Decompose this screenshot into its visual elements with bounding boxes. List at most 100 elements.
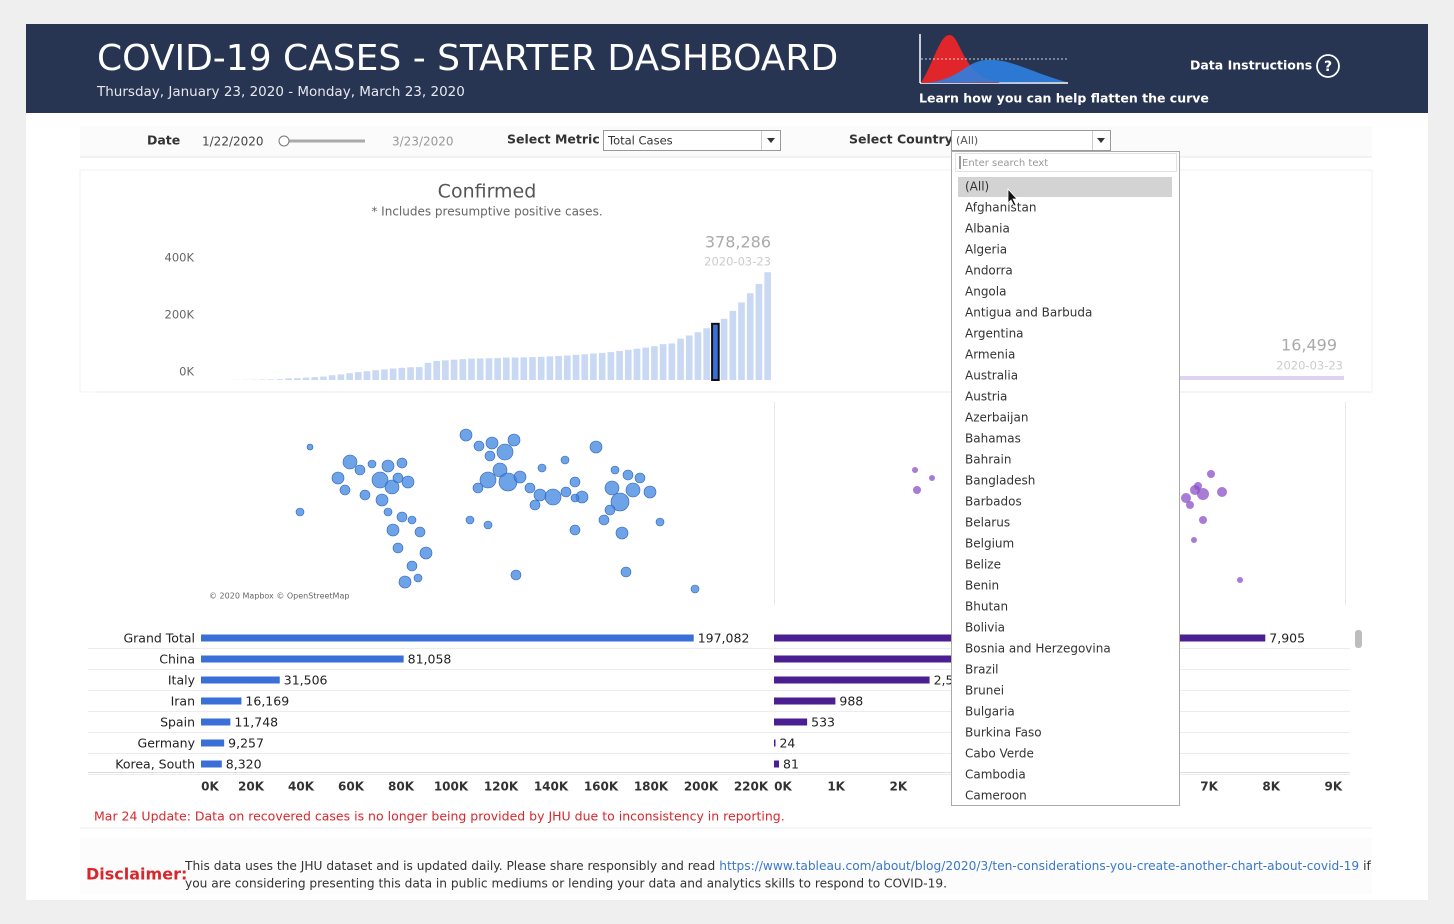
- bar: [381, 369, 388, 380]
- country-option[interactable]: (All): [965, 180, 989, 194]
- value-label: 8,320: [226, 757, 262, 772]
- country-option[interactable]: Afghanistan: [965, 201, 1036, 215]
- chart-title: Confirmed: [438, 181, 537, 203]
- country-option[interactable]: Bahrain: [965, 453, 1011, 467]
- bar: [201, 655, 404, 663]
- map-bubble: [479, 471, 497, 489]
- map-bubble: [371, 471, 389, 489]
- country-option[interactable]: Barbados: [965, 495, 1022, 509]
- disclaimer-link[interactable]: https://www.tableau.com/about/blog/2020/…: [719, 859, 1359, 873]
- map-bubble: [407, 515, 417, 525]
- country-option[interactable]: Bangladesh: [965, 474, 1035, 488]
- country-option[interactable]: Angola: [965, 285, 1006, 299]
- map-bubble: [1207, 470, 1215, 478]
- chart-subtitle: * Includes presumptive positive cases.: [371, 205, 602, 219]
- country-option[interactable]: Argentina: [965, 327, 1024, 341]
- category-label: Italy: [168, 673, 196, 688]
- map-bubble: [383, 507, 393, 517]
- country-option[interactable]: Azerbaijan: [965, 411, 1028, 425]
- category-label: Grand Total: [123, 631, 195, 646]
- map-bubble: [414, 526, 426, 538]
- country-option[interactable]: Austria: [965, 390, 1007, 404]
- country-option[interactable]: Bosnia and Herzegovina: [965, 642, 1111, 656]
- slider-handle[interactable]: [278, 135, 290, 147]
- country-option[interactable]: Burkina Faso: [965, 726, 1042, 740]
- metric-select[interactable]: [603, 130, 781, 151]
- country-option[interactable]: Armenia: [965, 348, 1015, 362]
- select-arrow[interactable]: [1097, 138, 1105, 143]
- country-option[interactable]: Algeria: [965, 243, 1007, 257]
- country-option[interactable]: Bahamas: [965, 432, 1021, 446]
- y-tick-label: 0K: [179, 365, 194, 379]
- bar: [555, 356, 562, 380]
- country-option[interactable]: Australia: [965, 369, 1018, 383]
- map-bubble: [560, 486, 572, 498]
- map-bubble: [496, 443, 514, 461]
- country-option[interactable]: Belarus: [965, 516, 1010, 530]
- logo-caption[interactable]: Learn how you can help flatten the curve: [919, 91, 1209, 106]
- map-bubble: [544, 488, 562, 506]
- help-icon[interactable]: [1316, 54, 1340, 78]
- value-label: 197,082: [698, 631, 750, 646]
- bar: [201, 634, 694, 642]
- country-option[interactable]: Andorra: [965, 264, 1013, 278]
- country-option[interactable]: Cambodia: [965, 768, 1026, 782]
- search-box[interactable]: [955, 153, 1177, 172]
- country-option[interactable]: Cameroon: [965, 789, 1027, 803]
- map-bubble: [1194, 482, 1202, 490]
- select-arrow[interactable]: [767, 138, 775, 143]
- map-bubble: [929, 475, 935, 481]
- country-option[interactable]: Benin: [965, 579, 999, 593]
- country-option[interactable]: Belgium: [965, 537, 1014, 551]
- map-bubble: [604, 480, 620, 496]
- map-left: [97, 400, 773, 606]
- map-bubble: [625, 482, 641, 498]
- category-label: Korea, South: [115, 757, 195, 772]
- country-value[interactable]: (All): [956, 134, 978, 147]
- bar: [537, 356, 545, 380]
- country-label: Select Country: [849, 132, 953, 147]
- bar: [774, 697, 836, 705]
- y-tick-label: 200K: [165, 308, 195, 322]
- bar: [503, 357, 510, 380]
- bar: [590, 353, 597, 380]
- map-bubble: [1181, 493, 1191, 503]
- map-bubble: [510, 569, 522, 581]
- country-option[interactable]: Bulgaria: [965, 705, 1015, 719]
- map-bubble: [375, 493, 389, 507]
- bar: [511, 357, 519, 380]
- dropdown-list: [951, 151, 1180, 806]
- value-label: 16,169: [245, 694, 289, 709]
- search-placeholder[interactable]: Enter search text: [962, 158, 1048, 169]
- bar: [720, 318, 728, 380]
- country-option[interactable]: Bhutan: [965, 600, 1008, 614]
- map-bubble: [1197, 488, 1209, 500]
- country-option[interactable]: Cabo Verde: [965, 747, 1034, 761]
- map-bubble: [507, 433, 521, 447]
- country-option[interactable]: Belize: [965, 558, 1001, 572]
- country-option[interactable]: Albania: [965, 222, 1010, 236]
- map-bubble: [295, 507, 305, 517]
- map-credit: © 2020 Mapbox © OpenStreetMap: [209, 592, 349, 601]
- bar: [633, 348, 641, 380]
- country-option[interactable]: Antigua and Barbuda: [965, 306, 1092, 320]
- country-option[interactable]: Brazil: [965, 663, 999, 677]
- country-select[interactable]: [951, 130, 1111, 151]
- update-note: Mar 24 Update: Data on recovered cases i…: [94, 809, 785, 824]
- instructions[interactable]: Data Instructions: [1190, 58, 1312, 73]
- bar: [201, 697, 242, 705]
- bar: [398, 367, 406, 380]
- bar: [302, 377, 310, 380]
- country-option[interactable]: Brunei: [965, 684, 1004, 698]
- x-tick-label: 40K: [288, 780, 315, 794]
- metric-value[interactable]: Total Cases: [607, 134, 673, 148]
- map-bubble: [401, 475, 415, 489]
- x-tick-label: 140K: [534, 780, 569, 794]
- map-bubble: [354, 464, 366, 476]
- country-option[interactable]: Bolivia: [965, 621, 1005, 635]
- value-label: 988: [839, 694, 863, 709]
- category-label: Iran: [171, 694, 195, 709]
- map-bubble: [359, 489, 371, 501]
- help-mark[interactable]: ?: [1324, 59, 1332, 75]
- map-bubble: [413, 573, 423, 583]
